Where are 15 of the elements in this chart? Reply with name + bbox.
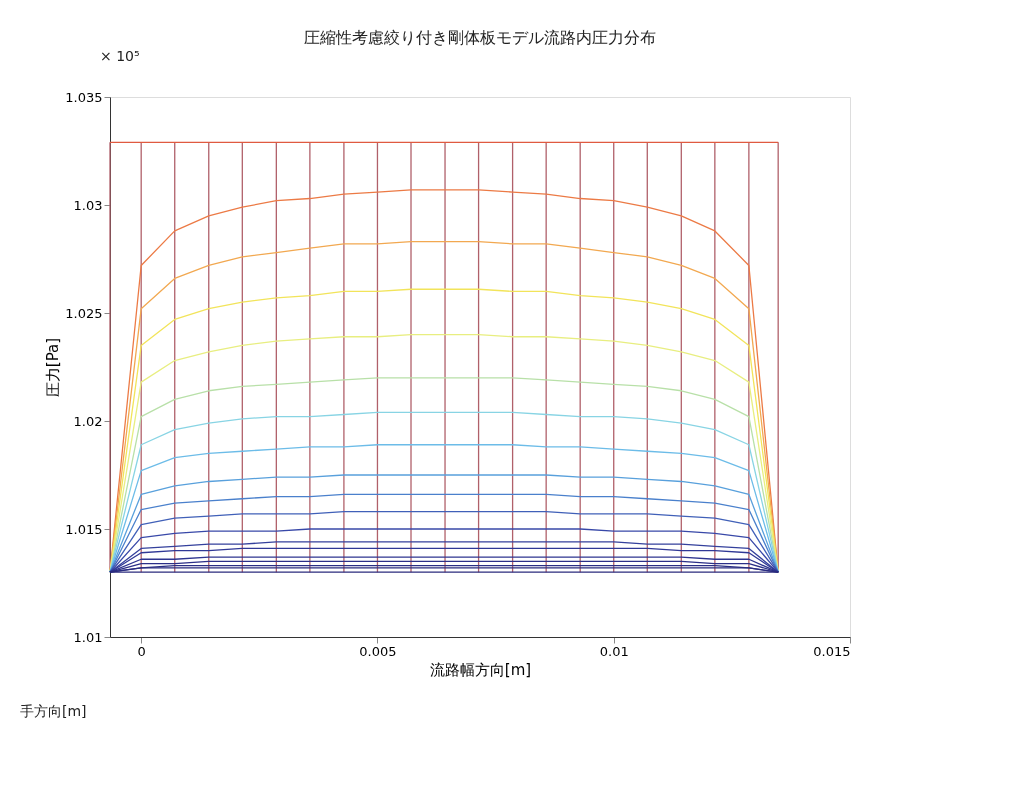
y-tick-label: 1.035 (65, 89, 103, 105)
y-tick-label: 1.02 (73, 413, 103, 429)
x-tick-label: 0.01 (599, 643, 629, 659)
text: 手方向[m] (20, 703, 87, 719)
x-axis-title: 流路幅方向[m] (429, 660, 532, 679)
y-axis-title: 圧力[Pa] (44, 337, 63, 398)
y-tick-label: 1.015 (65, 521, 103, 537)
x-tick-label: 0.015 (813, 643, 851, 659)
x-tick-label: 0 (137, 643, 146, 659)
text: × 10⁵ (100, 48, 140, 64)
chart-title: 圧縮性考慮絞り付き剛体板モデル流路内圧力分布 (304, 28, 656, 47)
y-tick-label: 1.025 (65, 305, 103, 321)
x-tick-label: 0.005 (359, 643, 397, 659)
y-tick-label: 1.03 (73, 197, 103, 213)
y-tick-label: 1.01 (73, 629, 103, 645)
